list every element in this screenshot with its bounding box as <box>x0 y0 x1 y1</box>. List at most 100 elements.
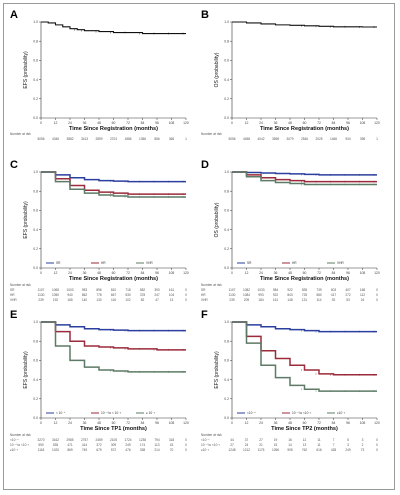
x-tick-label: 72 <box>126 421 130 425</box>
x-tick-label: 0 <box>231 121 233 125</box>
panel-a: A 0.0 0.2 0.4 0.6 0.8 1.0 0 12 24 36 48 60 72 84 96 108 1… <box>10 9 189 141</box>
risk-value: 407 <box>345 288 351 292</box>
risk-value: 0 <box>376 448 378 452</box>
x-tick-label: 36 <box>274 271 278 275</box>
risk-value: 0 <box>185 448 187 452</box>
x-tick-label: 96 <box>155 271 159 275</box>
risk-value: 1356 <box>139 137 146 141</box>
risk-value: 168 <box>360 288 366 292</box>
risk-value: 13 <box>170 298 174 302</box>
x-tick-label: 60 <box>303 421 307 425</box>
risk-value: 3598 <box>272 137 279 141</box>
legend-label: 10⁻⁴ to <10⁻³ <box>292 411 311 415</box>
risk-value: 16 <box>288 438 292 442</box>
x-axis-title: Time Since Registration (months) <box>260 126 349 132</box>
risk-value: 0 <box>376 288 378 292</box>
risk-value: 3882 <box>66 137 73 141</box>
risk-value: 2985 <box>66 438 73 442</box>
risk-value: 993 <box>258 293 264 297</box>
risk-value: 1130 <box>38 293 45 297</box>
legend-label: ≥10⁻³ <box>337 411 345 415</box>
risk-value: 1212 <box>243 448 250 452</box>
legend-label: SR <box>247 261 252 265</box>
x-tick-label: 84 <box>141 121 145 125</box>
risk-value: 131 <box>302 298 308 302</box>
risk-value: 148 <box>287 298 293 302</box>
risk-value: 1886 <box>124 137 131 141</box>
legend-label: HR <box>101 261 106 265</box>
risk-value: 0 <box>185 293 187 297</box>
risk-value: 161 <box>169 288 175 292</box>
risk-table-title: Number at risk <box>10 433 31 437</box>
risk-value: 113 <box>154 443 159 447</box>
risk-value: 3 <box>362 438 364 442</box>
risk-value: 778 <box>96 293 102 297</box>
x-tick-label: 84 <box>332 271 336 275</box>
y-tick-label: 0.2 <box>224 397 229 401</box>
x-tick-label: 24 <box>259 421 263 425</box>
risk-value: 1175 <box>258 448 265 452</box>
risk-value: 4458 <box>243 137 250 141</box>
risk-value: 214 <box>154 448 160 452</box>
risk-value: 1033 <box>257 288 264 292</box>
y-axis-title: OS (probability) <box>214 202 220 237</box>
risk-row-label: VHR <box>10 298 17 302</box>
y-tick-label: 0.6 <box>224 59 229 63</box>
risk-value: 1082 <box>243 288 250 292</box>
y-axis-title: EFS (probability) <box>23 351 29 389</box>
risk-value: 27 <box>230 443 234 447</box>
risk-value: 1248 <box>228 448 235 452</box>
risk-value: 12 <box>303 438 307 442</box>
x-tick-label: 48 <box>288 421 292 425</box>
x-tick-label: 108 <box>360 421 366 425</box>
legend-label: VHR <box>337 261 344 265</box>
risk-value: 1107 <box>229 288 236 292</box>
y-tick-label: 1.0 <box>224 320 229 324</box>
x-tick-label: 72 <box>317 421 321 425</box>
risk-value: 114 <box>316 298 321 302</box>
risk-value: 1 <box>376 137 378 141</box>
y-tick-label: 0.8 <box>224 339 229 343</box>
x-tick-label: 108 <box>169 121 175 125</box>
risk-value: 0 <box>376 438 378 442</box>
risk-value: 940 <box>67 293 73 297</box>
risk-value: 2374 <box>110 137 117 141</box>
y-tick-label: 0.6 <box>224 209 229 213</box>
risk-value: 73 <box>361 448 365 452</box>
risk-value: 530 <box>125 293 131 297</box>
risk-value: 24 <box>245 443 249 447</box>
risk-value: 762 <box>302 448 308 452</box>
risk-value: 1056 <box>272 448 279 452</box>
x-tick-label: 96 <box>346 121 350 125</box>
y-tick-label: 0.4 <box>224 78 229 82</box>
risk-value: 140 <box>82 298 88 302</box>
risk-row-label: SR <box>201 288 206 292</box>
series-line-1 <box>232 321 377 333</box>
x-tick-label: 60 <box>303 121 307 125</box>
risk-value: 896 <box>96 288 102 292</box>
risk-value: 1084 <box>243 293 250 297</box>
y-tick-label: 0.0 <box>33 266 38 270</box>
risk-value: 102 <box>125 298 131 302</box>
risk-value: 112 <box>360 293 365 297</box>
y-tick-label: 1.0 <box>33 320 38 324</box>
x-tick-label: 36 <box>83 271 87 275</box>
y-axis-title: EFS (probability) <box>23 51 29 89</box>
panel-c: C 0.0 0.2 0.4 0.6 0.8 1.0 0 12 24 36 48 60 72 84 96 108 1… <box>10 159 189 302</box>
x-tick-label: 24 <box>68 421 72 425</box>
x-tick-label: 120 <box>374 421 380 425</box>
y-tick-label: 0.4 <box>224 378 229 382</box>
risk-value: 3 <box>347 443 349 447</box>
x-tick-label: 108 <box>360 271 366 275</box>
x-tick-label: 0 <box>40 271 42 275</box>
x-tick-label: 0 <box>40 121 42 125</box>
x-tick-label: 36 <box>83 421 87 425</box>
x-axis-title: Time Since TP1 (months) <box>80 426 147 432</box>
risk-value: 16 <box>361 298 365 302</box>
panel-d: D 0.0 0.2 0.4 0.6 0.8 1.0 0 12 24 36 48 60 72 84 96 108 1… <box>201 159 380 302</box>
risk-value: 70 <box>170 448 174 452</box>
risk-value: 11 <box>317 438 321 442</box>
risk-value: 15 <box>274 443 278 447</box>
risk-value: 810 <box>111 288 117 292</box>
series-line-2 <box>41 321 186 351</box>
